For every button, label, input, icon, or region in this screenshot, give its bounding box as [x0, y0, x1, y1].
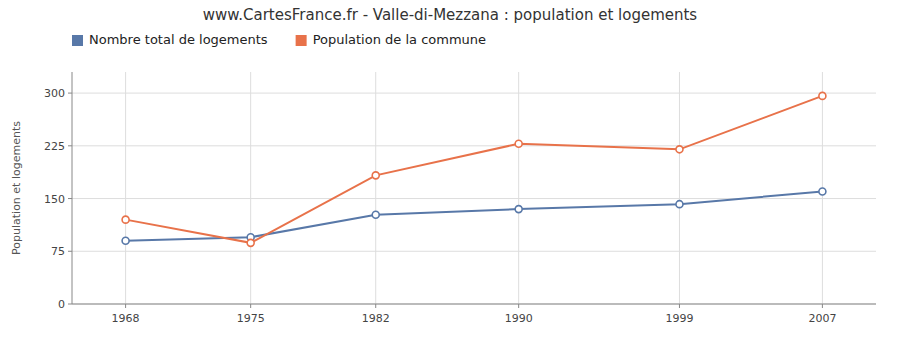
chart-container: www.CartesFrance.fr - Valle-di-Mezzana :…: [0, 0, 900, 340]
plot-area: [122, 92, 826, 246]
x-tick: [125, 304, 126, 308]
series-point: [515, 140, 522, 147]
x-tick-label: 1968: [112, 312, 140, 325]
title: www.CartesFrance.fr - Valle-di-Mezzana :…: [203, 6, 698, 24]
grid-line-x: [125, 72, 126, 304]
y-axis-label: Population et logements: [10, 121, 23, 255]
y-tick-label: 75: [51, 245, 65, 258]
grid-line-y: [72, 93, 876, 94]
y-tick: [68, 304, 72, 305]
x-tick: [679, 304, 680, 308]
x-tick-label: 1975: [237, 312, 265, 325]
y-tick: [68, 145, 72, 146]
series-line: [126, 192, 823, 241]
grid-line-y: [72, 251, 876, 252]
series-point: [122, 216, 129, 223]
series-point: [122, 237, 129, 244]
legend-swatch: [72, 35, 83, 46]
y-tick-label: 150: [44, 193, 65, 206]
grid-line-y: [72, 145, 876, 146]
y-tick-label: 225: [44, 140, 65, 153]
grid-line-x: [375, 72, 376, 304]
x-tick: [250, 304, 251, 308]
x-axis-line: [72, 304, 876, 305]
x-tick: [518, 304, 519, 308]
y-tick-label: 300: [44, 87, 65, 100]
grid-line-y: [72, 304, 876, 305]
series-point: [819, 92, 826, 99]
series-line: [126, 96, 823, 243]
ticks: 0 75 150 225 300 1968 1975 1982 1990 1999 2007: [44, 87, 836, 325]
series-point: [676, 201, 683, 208]
legend-label: Population de la commune: [313, 32, 486, 47]
legend-swatch: [296, 35, 307, 46]
legend: Nombre total de logements Population de l…: [72, 32, 486, 47]
x-tick-label: 1982: [362, 312, 390, 325]
grid-line-x: [679, 72, 680, 304]
chart-svg: www.CartesFrance.fr - Valle-di-Mezzana :…: [0, 0, 900, 340]
grid-line-x: [250, 72, 251, 304]
x-tick: [375, 304, 376, 308]
y-tick: [68, 198, 72, 199]
y-tick-label: 0: [58, 298, 65, 311]
y-tick: [68, 251, 72, 252]
grid: [72, 72, 876, 304]
series-point: [515, 206, 522, 213]
x-tick-label: 1990: [505, 312, 533, 325]
x-tick-label: 2007: [808, 312, 836, 325]
series-point: [372, 211, 379, 218]
y-tick: [68, 93, 72, 94]
y-axis-line: [72, 72, 73, 304]
series-point: [819, 188, 826, 195]
legend-label: Nombre total de logements: [89, 32, 268, 47]
series-point: [676, 146, 683, 153]
x-tick: [822, 304, 823, 308]
series-point: [372, 172, 379, 179]
grid-line-x: [518, 72, 519, 304]
series-point: [247, 239, 254, 246]
x-tick-label: 1999: [665, 312, 693, 325]
